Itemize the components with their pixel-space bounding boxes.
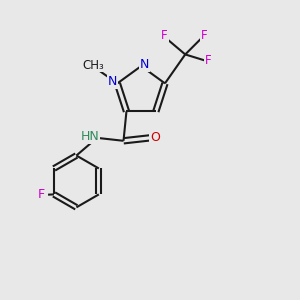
Text: HN: HN: [80, 130, 99, 143]
Text: O: O: [150, 131, 160, 144]
Text: N: N: [108, 75, 117, 88]
Text: N: N: [140, 58, 149, 71]
Text: CH₃: CH₃: [82, 58, 104, 71]
Text: F: F: [205, 54, 211, 67]
Text: F: F: [38, 188, 45, 201]
Text: F: F: [161, 29, 168, 42]
Text: F: F: [200, 29, 207, 42]
